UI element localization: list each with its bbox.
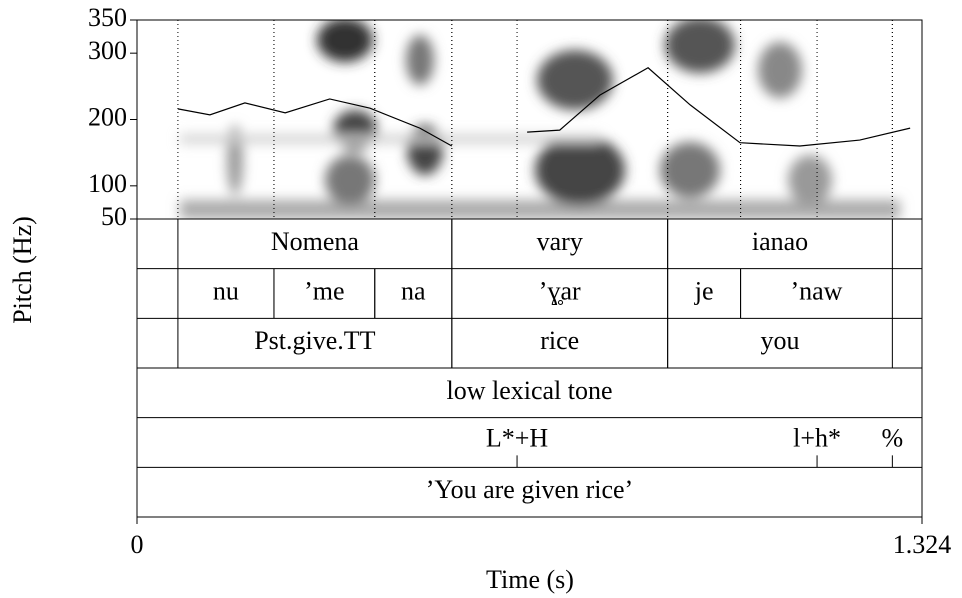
figure: Time (s) Pitch (Hz) 50 100 200 300 350 0 1.324… bbox=[0, 0, 962, 598]
interval-label: na bbox=[401, 276, 426, 305]
y-tick-label: 300 bbox=[88, 36, 127, 65]
interval-label: Nomena bbox=[271, 227, 360, 256]
interval-label: Pst.give.TT bbox=[254, 326, 375, 355]
tier-label: low lexical tone bbox=[446, 376, 612, 405]
interval-label: rice bbox=[540, 326, 579, 355]
x-tick-label: 0 bbox=[131, 530, 144, 559]
y-tick-label: 50 bbox=[101, 202, 127, 231]
point-label: l+h* bbox=[793, 423, 841, 452]
interval-label: ’naw bbox=[790, 276, 842, 305]
interval-label: you bbox=[761, 326, 800, 355]
x-axis-label: Time (s) bbox=[486, 565, 574, 594]
point-label: L*+H bbox=[486, 423, 549, 452]
interval-label: ’me bbox=[304, 276, 344, 305]
interval-label: nu bbox=[213, 276, 239, 305]
spectrogram bbox=[180, 17, 900, 219]
y-tick-label: 350 bbox=[88, 3, 127, 32]
y-tick-label: 200 bbox=[88, 102, 127, 131]
interval-label: vary bbox=[537, 227, 583, 256]
tier-label: ’You are given rice’ bbox=[426, 475, 633, 504]
interval-label: ianao bbox=[752, 227, 808, 256]
interval-label: ’ɣ̥ar bbox=[539, 276, 581, 305]
point-label: % bbox=[882, 423, 904, 452]
interval-label: je bbox=[694, 276, 714, 305]
y-axis-label: Pitch (Hz) bbox=[8, 216, 37, 324]
x-tick-label: 1.324 bbox=[893, 530, 952, 559]
y-tick-label: 100 bbox=[88, 169, 127, 198]
